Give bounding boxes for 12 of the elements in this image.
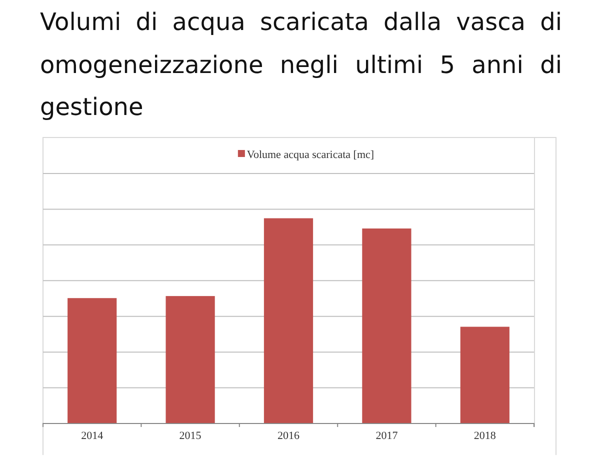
bar xyxy=(264,218,314,423)
legend-label: Volume acqua scaricata [mc] xyxy=(246,148,374,161)
x-tick-label: 2017 xyxy=(376,430,398,442)
x-tick-label: 2014 xyxy=(81,430,104,442)
bar xyxy=(68,298,117,423)
x-tick-label: 2016 xyxy=(278,430,300,442)
x-tick-label: 2018 xyxy=(474,430,496,442)
chart-title: Volumi di acqua scaricata dalla vasca di omogeneizzazione negli ultimi 5 anni di gestione xyxy=(40,7,562,123)
bar xyxy=(166,296,215,423)
bar xyxy=(362,228,412,423)
x-tick-label: 2015 xyxy=(179,430,202,442)
bar xyxy=(460,326,510,423)
